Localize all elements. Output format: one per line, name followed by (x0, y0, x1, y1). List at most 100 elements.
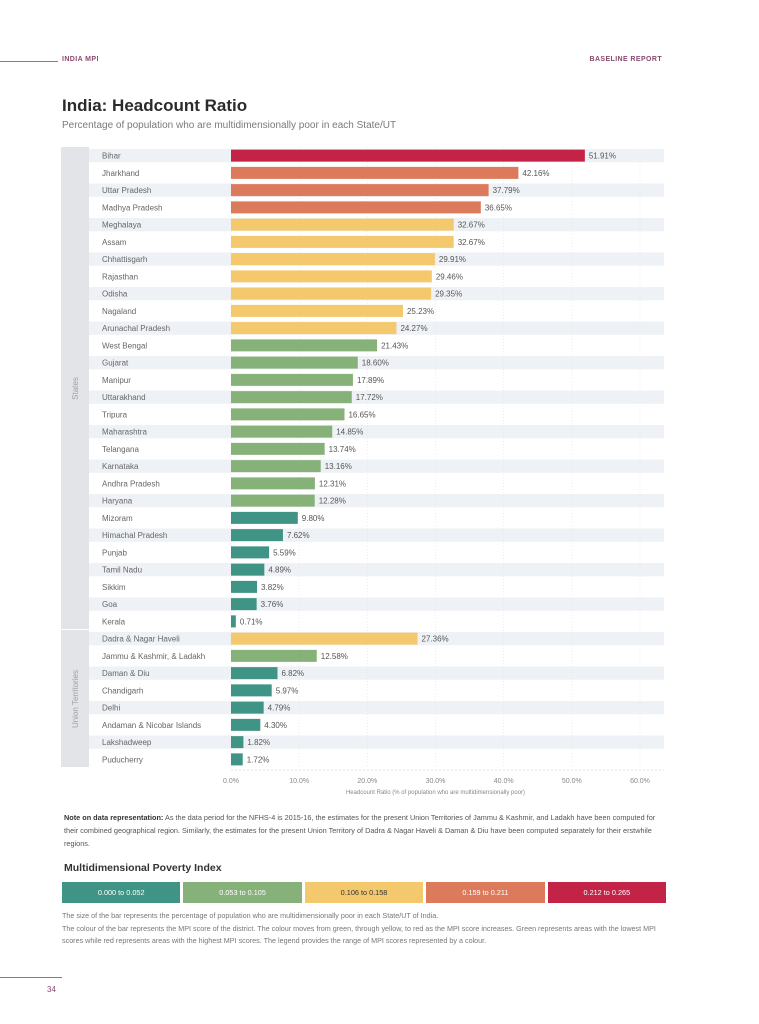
category-label: Telangana (102, 445, 139, 454)
category-label: Himachal Pradesh (102, 531, 167, 540)
bar (231, 701, 264, 714)
category-label: Rajasthan (102, 272, 138, 281)
value-label: 42.16% (522, 169, 549, 178)
category-label: Goa (102, 600, 118, 609)
bar (231, 166, 519, 179)
bar (231, 546, 270, 559)
category-label: Arunachal Pradesh (102, 324, 170, 333)
category-label: Lakshadweep (102, 738, 152, 747)
page-title: India: Headcount Ratio (62, 96, 248, 115)
category-label: Puducherry (102, 755, 143, 764)
legend-item-2: 0.106 to 0.158 (304, 882, 424, 903)
bar (231, 667, 278, 680)
bar (231, 408, 345, 421)
value-label: 24.27% (400, 324, 427, 333)
bar (231, 563, 265, 576)
value-label: 17.72% (356, 393, 383, 402)
category-label: Kerala (102, 617, 126, 626)
x-tick-label: 10.0% (289, 778, 309, 785)
bar (231, 322, 397, 335)
value-label: 37.79% (493, 186, 520, 195)
row-stripe (89, 425, 664, 439)
category-label: Andaman & Nicobar Islands (102, 721, 201, 730)
footer-rule (0, 977, 62, 978)
data-note-text: As the data period for the NFHS-4 is 201… (64, 813, 656, 848)
group-band (61, 630, 89, 767)
row-stripe (89, 666, 664, 680)
value-label: 36.65% (485, 203, 512, 212)
bar (231, 511, 298, 524)
bar (231, 580, 258, 593)
legend-item-0: 0.000 to 0.052 (62, 882, 181, 903)
category-label: Mizoram (102, 514, 133, 523)
category-label: Manipur (102, 376, 131, 385)
value-label: 29.46% (436, 272, 463, 281)
value-label: 0.71% (240, 617, 263, 626)
x-tick-label: 20.0% (357, 778, 377, 785)
category-label: Meghalaya (102, 221, 142, 230)
value-label: 5.59% (273, 548, 296, 557)
value-label: 4.30% (264, 721, 287, 730)
value-label: 12.58% (321, 652, 348, 661)
value-label: 16.65% (348, 410, 375, 419)
row-stripe (89, 459, 664, 473)
category-label: Uttarakhand (102, 393, 146, 402)
category-label: West Bengal (102, 341, 147, 350)
bar (231, 649, 317, 662)
category-label: Andhra Pradesh (102, 479, 160, 488)
category-label: Chhattisgarh (102, 255, 147, 264)
bar (231, 425, 333, 438)
category-label: Odisha (102, 290, 128, 299)
bar (231, 218, 454, 231)
value-label: 3.82% (261, 583, 284, 592)
category-label: Uttar Pradesh (102, 186, 151, 195)
header-section-label: INDIA MPI (62, 56, 99, 63)
bar (231, 460, 321, 473)
value-label: 14.85% (336, 428, 363, 437)
category-label: Tripura (102, 410, 128, 419)
category-label: Sikkim (102, 583, 126, 592)
group-label: Union Territories (71, 670, 80, 728)
value-label: 25.23% (407, 307, 434, 316)
value-label: 4.79% (268, 704, 291, 713)
x-tick-label: 60.0% (630, 778, 650, 785)
bar (231, 391, 352, 404)
data-note: Note on data representation: As the data… (64, 811, 670, 850)
row-stripe (89, 563, 664, 577)
value-label: 17.89% (357, 376, 384, 385)
bar (231, 736, 244, 749)
value-label: 29.35% (435, 290, 462, 299)
bar (231, 494, 315, 507)
bar (231, 632, 418, 645)
value-label: 29.91% (439, 255, 466, 264)
bar (231, 442, 325, 455)
category-label: Haryana (102, 497, 133, 506)
page-number: 34 (47, 985, 56, 994)
bar (231, 304, 403, 317)
row-stripe (89, 701, 664, 715)
legend-item-1: 0.053 to 0.105 (183, 882, 302, 903)
category-label: Maharashtra (102, 428, 147, 437)
row-stripe (89, 494, 664, 508)
value-label: 5.97% (276, 686, 299, 695)
category-label: Gujarat (102, 359, 129, 368)
legend-item-3: 0.159 to 0.211 (426, 882, 545, 903)
mpi-legend: 0.000 to 0.052 0.053 to 0.105 0.106 to 0… (62, 882, 667, 903)
category-label: Tamil Nadu (102, 566, 142, 575)
bar (231, 373, 353, 386)
bar (231, 149, 585, 162)
value-label: 13.74% (329, 445, 356, 454)
bar (231, 477, 315, 490)
x-tick-label: 0.0% (223, 778, 239, 785)
bar (231, 356, 358, 369)
x-tick-label: 40.0% (494, 778, 514, 785)
description-line: The colour of the bar represents the MPI… (62, 923, 656, 946)
value-label: 4.89% (268, 566, 291, 575)
bar (231, 270, 432, 283)
x-axis-title: Headcount Ratio (% of population who are… (346, 790, 525, 796)
bar (231, 339, 378, 352)
category-label: Karnataka (102, 462, 139, 471)
legend-title: Multidimensional Poverty Index (64, 862, 222, 874)
group-band (61, 147, 89, 629)
bar (231, 598, 257, 611)
